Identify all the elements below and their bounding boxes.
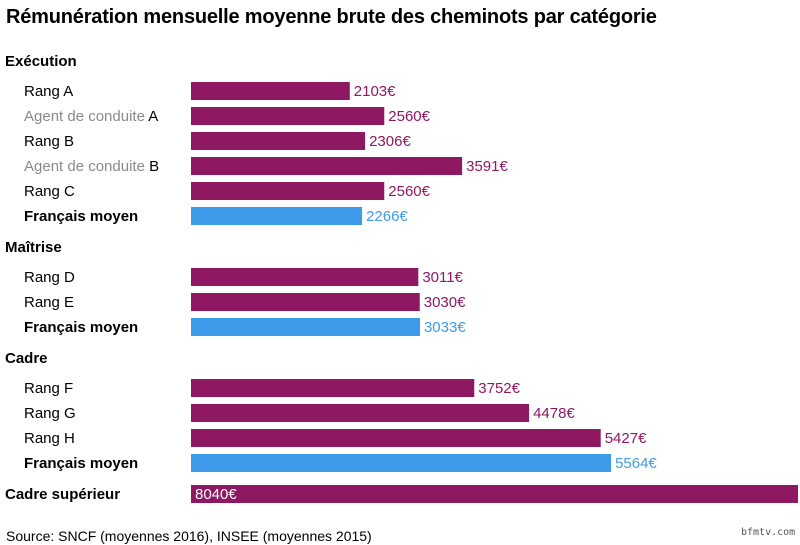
category-label: Rang G bbox=[24, 405, 76, 422]
group-header-3: Cadre bbox=[5, 350, 48, 367]
category-label-role: Agent de conduite bbox=[24, 108, 148, 125]
value-label: 3752€ bbox=[478, 380, 520, 397]
category-label: Rang C bbox=[24, 183, 75, 200]
category-label-rank: B bbox=[149, 158, 159, 175]
category-label: Rang B bbox=[24, 133, 74, 150]
bar-sncf bbox=[191, 182, 385, 200]
category-label: Français moyen bbox=[24, 319, 138, 336]
bar-sncf bbox=[191, 293, 420, 311]
source-note: Source: SNCF (moyennes 2016), INSEE (moy… bbox=[6, 528, 372, 544]
bar-insee bbox=[191, 454, 612, 472]
value-label: 2306€ bbox=[369, 133, 411, 150]
category-label: Agent de conduite B bbox=[24, 158, 159, 175]
value-label: 2560€ bbox=[388, 183, 430, 200]
category-label: Français moyen bbox=[24, 455, 138, 472]
bar-sncf bbox=[191, 82, 350, 100]
value-label: 2266€ bbox=[366, 208, 408, 225]
value-label: 3011€ bbox=[422, 269, 463, 286]
value-label: 4478€ bbox=[533, 405, 575, 422]
chart-title: Rémunération mensuelle moyenne brute des… bbox=[6, 6, 657, 28]
watermark: bfmtv.com bbox=[741, 527, 796, 538]
value-label: 2103€ bbox=[354, 83, 396, 100]
group-header-2: Maîtrise bbox=[5, 239, 62, 256]
value-label: 3033€ bbox=[424, 319, 466, 336]
value-label: 5427€ bbox=[605, 430, 647, 447]
category-label: Rang H bbox=[24, 430, 75, 447]
value-label: 5564€ bbox=[615, 455, 657, 472]
group-header-1: Exécution bbox=[5, 53, 77, 70]
value-label: 2560€ bbox=[388, 108, 430, 125]
bar-sncf bbox=[191, 429, 601, 447]
bar-sncf bbox=[191, 268, 419, 286]
category-label-rank: A bbox=[148, 108, 158, 125]
bar-sncf bbox=[191, 485, 798, 503]
bar-insee bbox=[191, 207, 363, 225]
category-label: Rang F bbox=[24, 380, 73, 397]
group-header-4: Cadre supérieur bbox=[5, 486, 120, 503]
value-label: 8040€ bbox=[195, 486, 237, 503]
category-label-role: Agent de conduite bbox=[24, 158, 149, 175]
category-label: Rang E bbox=[24, 294, 74, 311]
category-label: Rang D bbox=[24, 269, 75, 286]
value-label: 3030€ bbox=[424, 294, 466, 311]
bar-sncf bbox=[191, 404, 530, 422]
bar-insee bbox=[191, 318, 420, 336]
category-label: Agent de conduite A bbox=[24, 108, 158, 125]
bar-sncf bbox=[191, 107, 385, 125]
bar-sncf bbox=[191, 379, 475, 397]
bar-sncf bbox=[191, 157, 463, 175]
category-label: Rang A bbox=[24, 83, 73, 100]
value-label: 3591€ bbox=[466, 158, 508, 175]
category-label: Français moyen bbox=[24, 208, 138, 225]
bar-sncf bbox=[191, 132, 366, 150]
